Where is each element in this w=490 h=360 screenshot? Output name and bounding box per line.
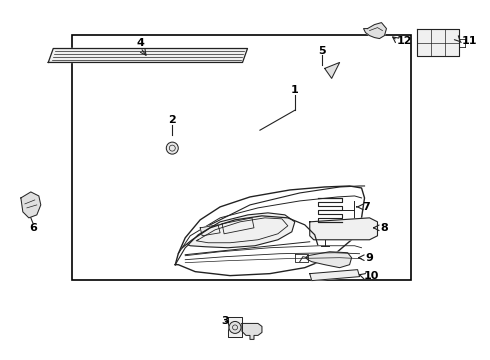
Text: 3: 3 xyxy=(221,316,229,327)
Polygon shape xyxy=(48,49,247,62)
Polygon shape xyxy=(228,318,242,337)
Circle shape xyxy=(229,321,241,333)
Polygon shape xyxy=(188,213,295,248)
Polygon shape xyxy=(222,218,254,234)
Polygon shape xyxy=(175,186,365,276)
Polygon shape xyxy=(306,252,352,268)
Text: 12: 12 xyxy=(396,36,412,46)
Text: 9: 9 xyxy=(366,253,373,263)
Polygon shape xyxy=(21,192,41,218)
Text: 1: 1 xyxy=(291,85,299,95)
Text: 2: 2 xyxy=(169,115,176,125)
Polygon shape xyxy=(310,270,360,280)
Text: 10: 10 xyxy=(364,271,379,281)
Polygon shape xyxy=(325,62,340,78)
Polygon shape xyxy=(417,28,459,57)
Text: 5: 5 xyxy=(318,45,325,55)
Text: 8: 8 xyxy=(381,223,389,233)
Polygon shape xyxy=(364,23,387,39)
Polygon shape xyxy=(310,218,377,240)
Text: 7: 7 xyxy=(363,202,370,212)
Text: 6: 6 xyxy=(29,223,37,233)
Polygon shape xyxy=(200,225,220,236)
Polygon shape xyxy=(242,323,262,339)
Text: 11: 11 xyxy=(462,36,477,46)
Bar xyxy=(72,35,411,280)
Text: 4: 4 xyxy=(137,37,145,48)
Circle shape xyxy=(166,142,178,154)
